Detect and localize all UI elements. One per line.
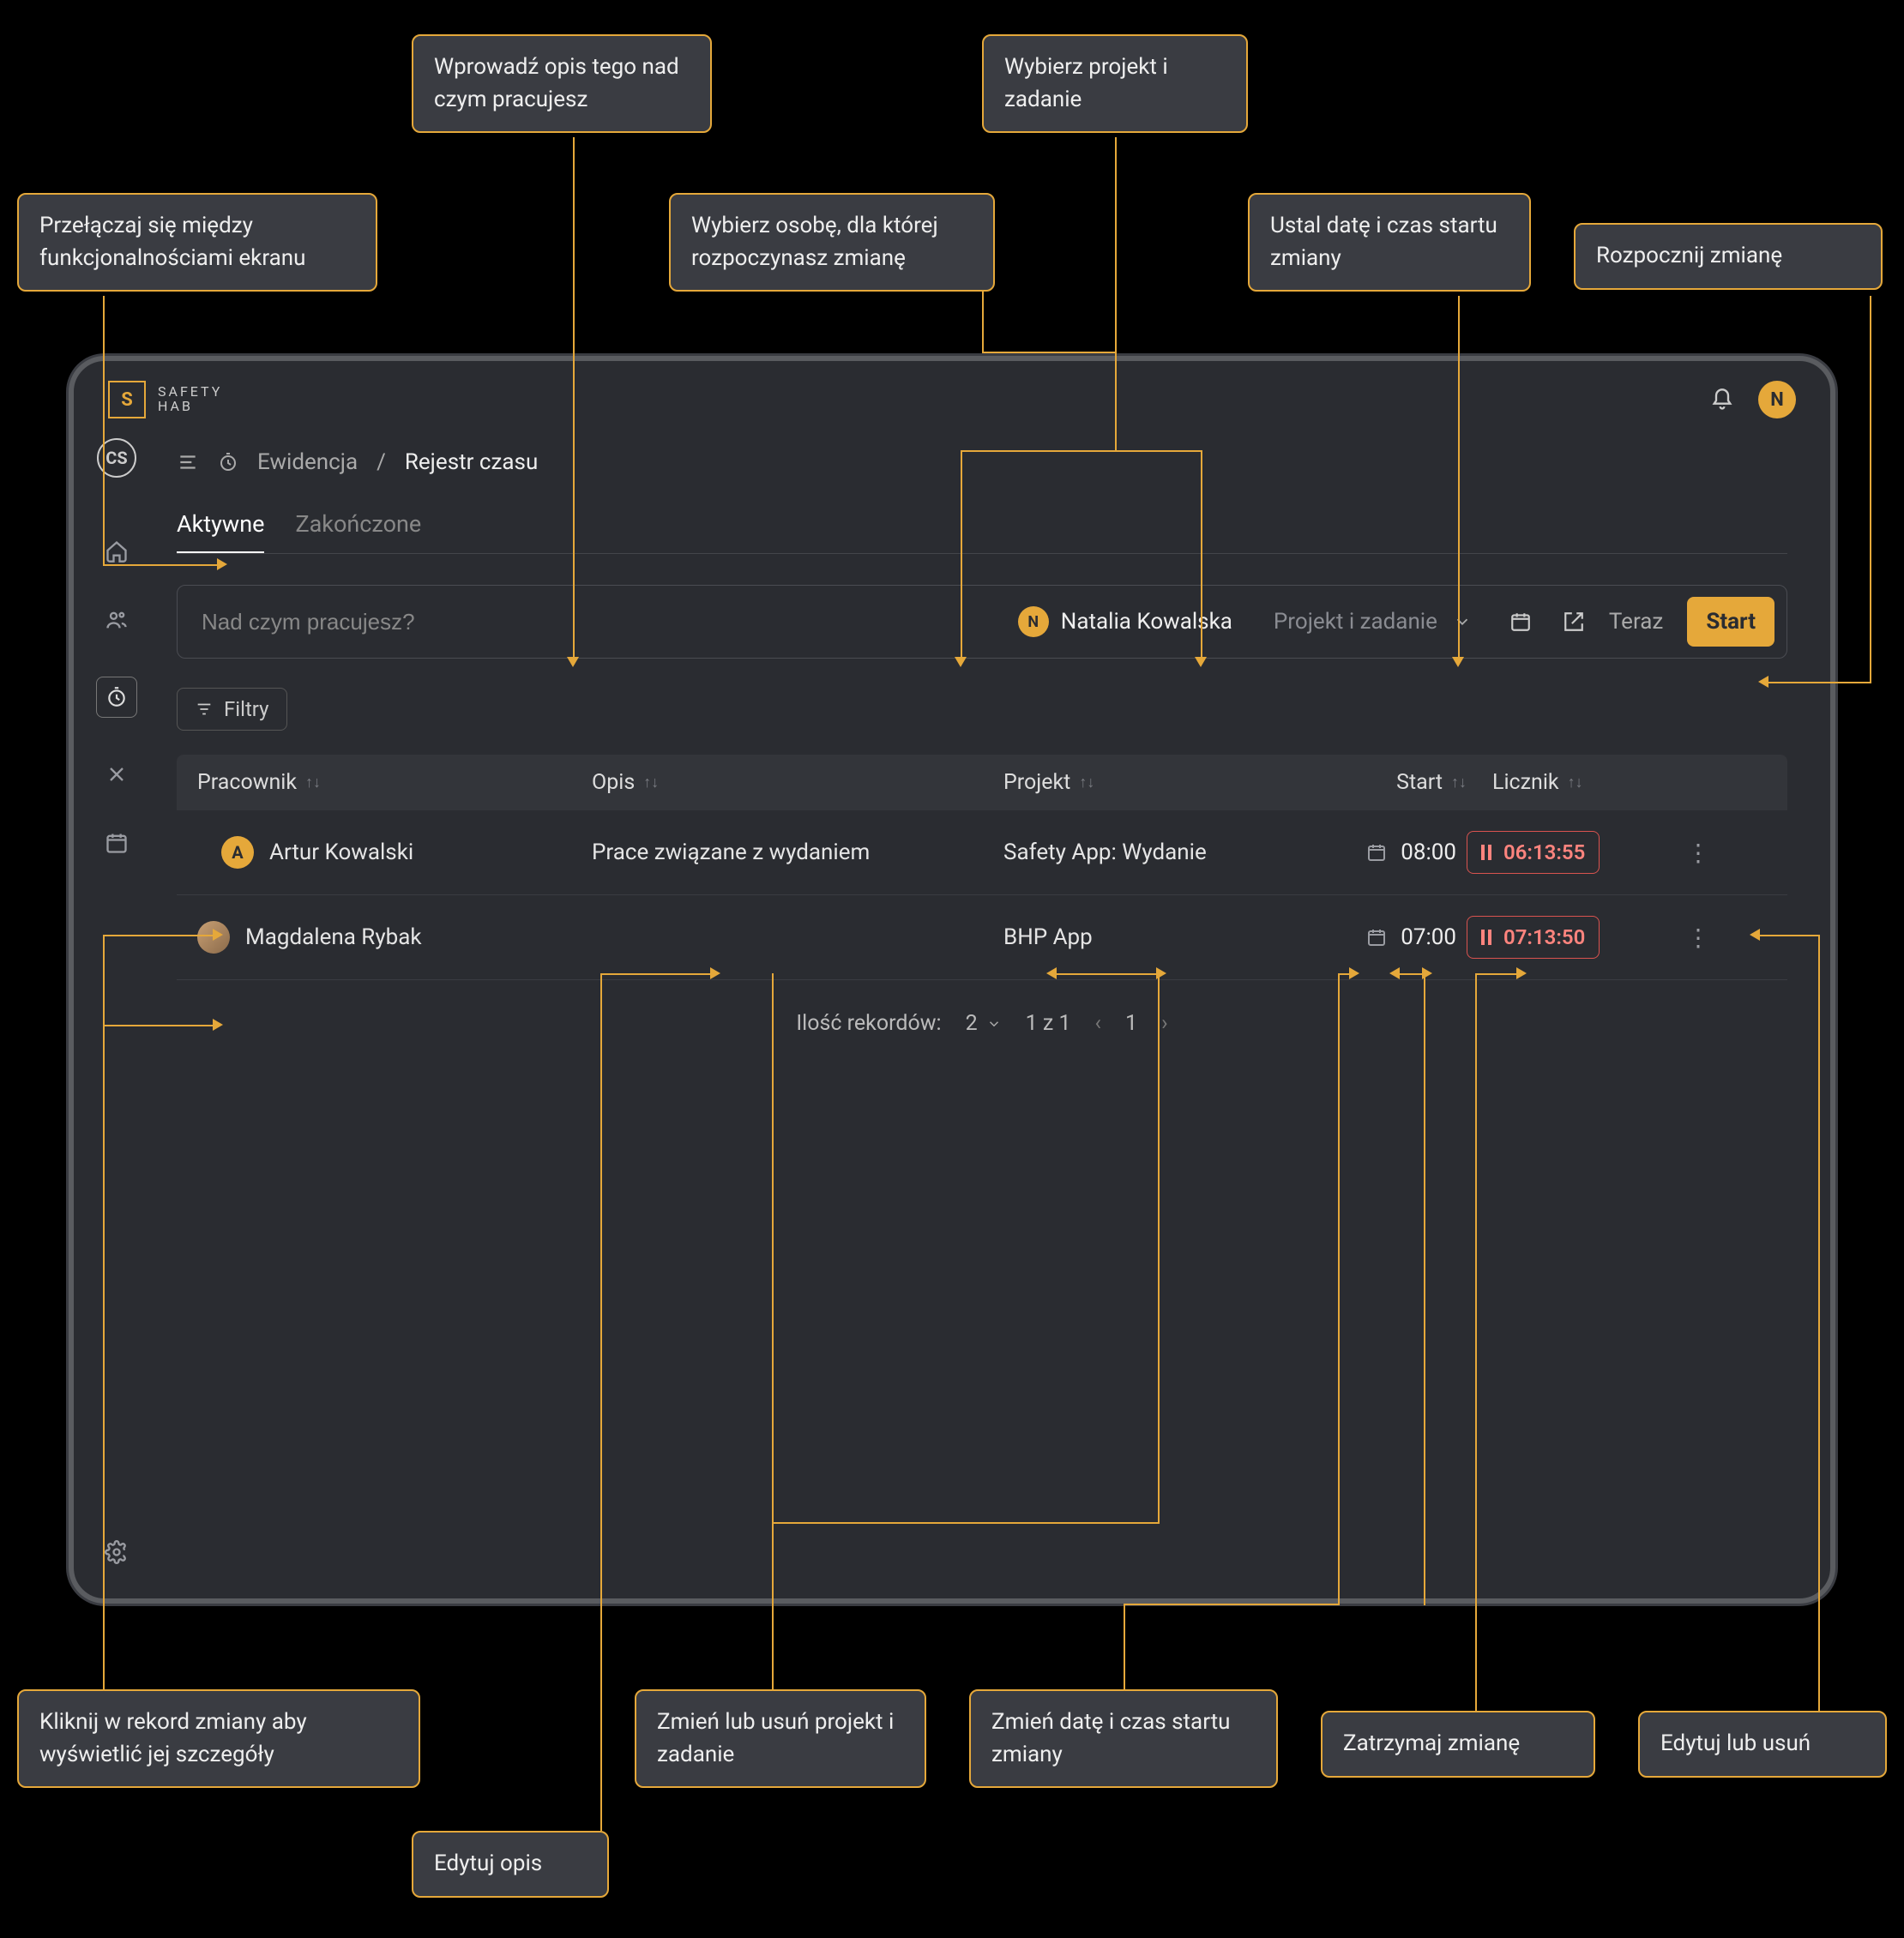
callout-edit-desc: Edytuj opis xyxy=(412,1831,609,1898)
pagination-current: 1 xyxy=(1125,1011,1137,1036)
app-logo-text: SAFETY HAB xyxy=(158,385,222,414)
row-calendar-icon[interactable] xyxy=(1366,927,1387,948)
breadcrumb-page: Rejestr czasu xyxy=(405,449,538,475)
th-start[interactable]: Start↑↓ xyxy=(1321,770,1467,795)
th-project[interactable]: Projekt↑↓ xyxy=(1003,770,1321,795)
breadcrumb: Ewidencja / Rejestr czasu xyxy=(177,438,1787,486)
pagination-range: 1 z 1 xyxy=(1026,1011,1071,1036)
notifications-icon[interactable] xyxy=(1710,388,1734,412)
nav-home-icon[interactable] xyxy=(105,539,129,563)
chevron-down-icon[interactable] xyxy=(1453,612,1472,631)
pause-icon xyxy=(1481,845,1491,860)
start-button[interactable]: Start xyxy=(1687,597,1774,647)
callout-change-project: Zmień lub usuń projekt i zadanie xyxy=(635,1689,926,1788)
callout-switch-tabs: Przełączaj się między funkcjonalnościami… xyxy=(17,193,377,292)
row-project[interactable]: BHP App xyxy=(1003,924,1093,950)
row-start[interactable]: 08:00 xyxy=(1401,840,1456,865)
tabs: Aktywne Zakończone xyxy=(177,510,1787,554)
row-calendar-icon[interactable] xyxy=(1366,842,1387,863)
table-row[interactable]: A Artur Kowalski Prace związane z wydani… xyxy=(177,810,1787,895)
sort-icon: ↑↓ xyxy=(643,773,659,791)
callout-select-person: Wybierz osobę, dla której rozpoczynasz z… xyxy=(669,193,995,292)
pagination-next[interactable]: › xyxy=(1161,1011,1168,1036)
sort-icon: ↑↓ xyxy=(1568,773,1583,791)
row-project[interactable]: Safety App: Wydanie xyxy=(1003,840,1207,865)
row-more-icon[interactable]: ⋮ xyxy=(1672,839,1724,867)
row-start[interactable]: 07:00 xyxy=(1401,924,1456,950)
filters-label: Filtry xyxy=(224,697,269,721)
filters-button[interactable]: Filtry xyxy=(177,688,287,731)
row-employee: Magdalena Rybak xyxy=(245,924,422,950)
sidebar: CS xyxy=(74,438,160,1598)
collapse-icon[interactable] xyxy=(177,451,199,473)
th-employee[interactable]: Pracownik↑↓ xyxy=(197,770,592,795)
callout-enter-desc: Wprowadź opis tego nad czym pracujesz xyxy=(412,34,712,133)
time-table: Pracownik↑↓ Opis↑↓ Projekt↑↓ Start↑↓ Lic… xyxy=(177,755,1787,980)
tab-finished[interactable]: Zakończone xyxy=(295,510,421,553)
th-description[interactable]: Opis↑↓ xyxy=(592,770,1003,795)
description-input[interactable] xyxy=(202,609,979,635)
table-header: Pracownik↑↓ Opis↑↓ Projekt↑↓ Start↑↓ Lic… xyxy=(177,755,1787,810)
callout-set-datetime: Ustal datę i czas startu zmiany xyxy=(1248,193,1531,292)
nav-settings-icon[interactable] xyxy=(105,1540,129,1564)
main-content: Ewidencja / Rejestr czasu Aktywne Zakońc… xyxy=(160,438,1830,1598)
pagination-prev[interactable]: ‹ xyxy=(1095,1011,1102,1036)
callout-edit-delete: Edytuj lub usuń xyxy=(1638,1711,1887,1778)
tab-active[interactable]: Aktywne xyxy=(177,510,264,553)
callout-select-project: Wybierz projekt i zadanie xyxy=(982,34,1248,133)
callout-start-shift: Rozpocznij zmianę xyxy=(1574,223,1883,290)
user-selector-name: Natalia Kowalska xyxy=(1061,609,1232,635)
page-size-select[interactable]: 2 xyxy=(966,1011,1002,1036)
row-counter[interactable]: 07:13:50 xyxy=(1467,916,1600,959)
pagination-label: Ilość rekordów: xyxy=(796,1011,941,1036)
row-description[interactable]: Prace związane z wydaniem xyxy=(592,840,1003,865)
project-selector[interactable]: Projekt i zadanie xyxy=(1274,609,1437,635)
row-avatar: A xyxy=(221,836,254,869)
breadcrumb-module[interactable]: Ewidencja xyxy=(257,449,358,475)
row-counter[interactable]: 06:13:55 xyxy=(1467,831,1600,874)
user-avatar[interactable]: N xyxy=(1758,381,1796,418)
nav-people-icon[interactable] xyxy=(105,608,129,632)
module-timer-icon xyxy=(218,452,238,472)
nav-timer-icon[interactable] xyxy=(96,677,137,718)
callout-change-datetime: Zmień datę i czas startu zmiany xyxy=(969,1689,1278,1788)
user-selector[interactable]: N Natalia Kowalska xyxy=(994,606,1232,637)
sort-icon: ↑↓ xyxy=(1079,773,1094,791)
calendar-icon[interactable] xyxy=(1509,611,1532,633)
callout-stop-shift: Zatrzymaj zmianę xyxy=(1321,1711,1595,1778)
entry-bar: N Natalia Kowalska Projekt i zadanie Ter… xyxy=(177,585,1787,659)
sort-icon: ↑↓ xyxy=(305,773,321,791)
app-window: S SAFETY HAB N CS xyxy=(69,356,1835,1604)
nav-tools-icon[interactable] xyxy=(105,762,129,786)
callout-click-row: Kliknij w rekord zmiany aby wyświetlić j… xyxy=(17,1689,420,1788)
row-more-icon[interactable]: ⋮ xyxy=(1672,924,1724,952)
pause-icon xyxy=(1481,930,1491,945)
pagination: Ilość rekordów: 2 1 z 1 ‹ 1 › xyxy=(177,1011,1787,1036)
row-employee: Artur Kowalski xyxy=(269,840,413,865)
row-counter-value: 06:13:55 xyxy=(1503,840,1585,864)
topbar: S SAFETY HAB N xyxy=(74,361,1830,438)
th-counter[interactable]: Licznik↑↓ xyxy=(1467,770,1672,795)
sort-icon: ↑↓ xyxy=(1451,773,1467,791)
nav-calendar-icon[interactable] xyxy=(105,831,129,855)
user-selector-avatar: N xyxy=(1018,606,1049,637)
now-label: Teraz xyxy=(1609,609,1663,635)
table-row[interactable]: Magdalena Rybak BHP App 07:00 xyxy=(177,895,1787,980)
row-counter-value: 07:13:50 xyxy=(1503,925,1585,949)
breadcrumb-separator: / xyxy=(377,449,386,475)
app-logo-icon: S xyxy=(108,381,146,418)
now-icon[interactable] xyxy=(1563,611,1585,633)
